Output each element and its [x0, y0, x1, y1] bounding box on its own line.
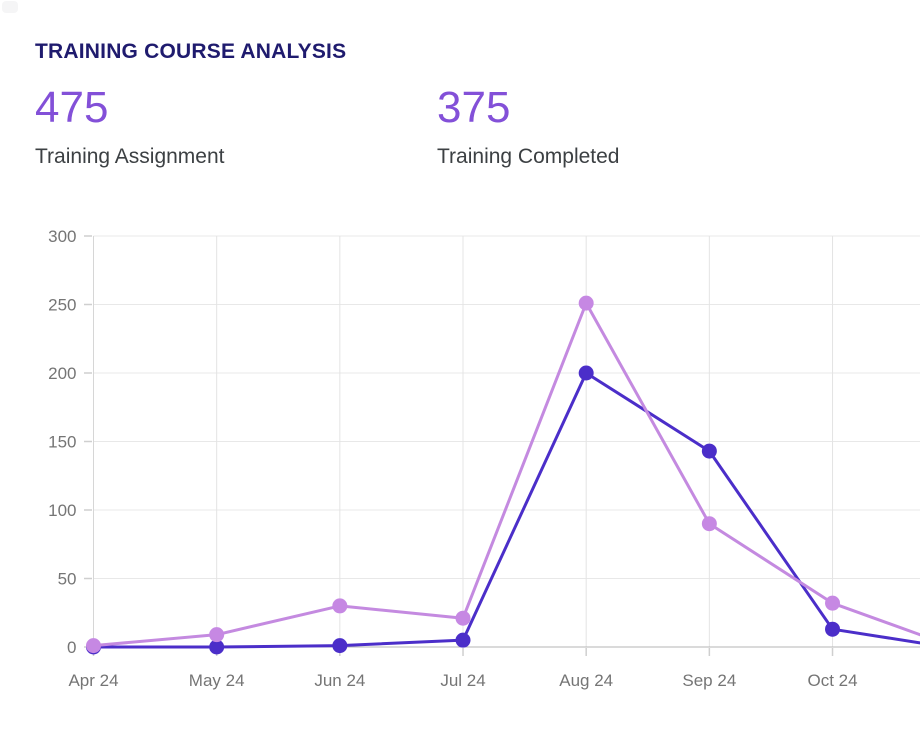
data-point-training-completed[interactable]: [825, 621, 841, 637]
data-point-training-completed[interactable]: [578, 365, 594, 381]
data-point-training-assignment[interactable]: [209, 627, 225, 643]
stat-label-training-completed: Training Completed: [437, 145, 620, 168]
y-axis-label: 300: [48, 227, 76, 246]
stat-value-training-completed: 375: [437, 83, 511, 132]
series-line-training-completed: [92, 371, 920, 649]
y-axis-label: 0: [67, 638, 76, 657]
y-axis-label: 100: [48, 501, 76, 520]
y-axis-label: 200: [48, 364, 76, 383]
y-axis-label: 50: [58, 570, 77, 589]
x-axis-label: May 24: [189, 671, 245, 690]
data-point-training-assignment[interactable]: [825, 595, 841, 611]
data-point-training-assignment[interactable]: [578, 295, 594, 311]
data-point-training-assignment[interactable]: [455, 610, 471, 626]
corner-artifact: [2, 1, 18, 13]
x-axis-label: Jul 24: [440, 671, 485, 690]
y-axis-label: 150: [48, 433, 76, 452]
stat-label-training-assignment: Training Assignment: [35, 145, 225, 168]
stat-training-completed: 375 Training Completed: [437, 86, 619, 169]
data-point-training-assignment[interactable]: [86, 638, 101, 654]
x-axis-label: Apr 24: [68, 671, 118, 690]
data-point-training-completed[interactable]: [701, 443, 717, 459]
data-point-training-assignment[interactable]: [332, 598, 348, 614]
series-line-training-assignment: [92, 301, 920, 648]
stat-training-assignment: 475 Training Assignment: [35, 86, 224, 169]
data-point-training-completed[interactable]: [209, 639, 225, 655]
x-axis-label: Sep 24: [682, 671, 736, 690]
x-axis-label: Oct 24: [807, 671, 857, 690]
data-point-training-completed[interactable]: [455, 632, 471, 648]
data-point-training-assignment[interactable]: [701, 516, 717, 532]
x-axis-label: Aug 24: [559, 671, 613, 690]
data-point-training-completed[interactable]: [332, 638, 348, 654]
y-axis-label: 250: [48, 296, 76, 315]
page-title: TRAINING COURSE ANALYSIS: [35, 40, 347, 63]
x-axis-label: Jun 24: [314, 671, 365, 690]
stat-value-training-assignment: 475: [35, 83, 109, 132]
